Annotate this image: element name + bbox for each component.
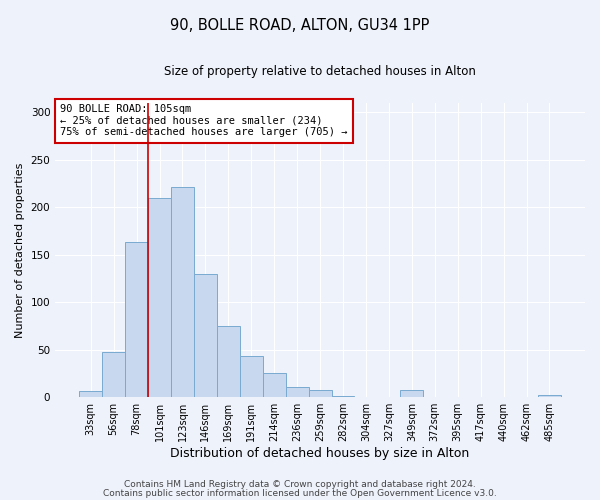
X-axis label: Distribution of detached houses by size in Alton: Distribution of detached houses by size …	[170, 447, 470, 460]
Text: 90, BOLLE ROAD, ALTON, GU34 1PP: 90, BOLLE ROAD, ALTON, GU34 1PP	[170, 18, 430, 32]
Title: Size of property relative to detached houses in Alton: Size of property relative to detached ho…	[164, 65, 476, 78]
Text: 90 BOLLE ROAD: 105sqm
← 25% of detached houses are smaller (234)
75% of semi-det: 90 BOLLE ROAD: 105sqm ← 25% of detached …	[61, 104, 348, 138]
Bar	[102, 352, 125, 397]
Bar	[79, 390, 102, 397]
Bar	[125, 242, 148, 397]
Bar	[308, 390, 332, 397]
Bar	[194, 274, 217, 397]
Bar	[538, 396, 561, 397]
Bar	[171, 188, 194, 397]
Text: Contains public sector information licensed under the Open Government Licence v3: Contains public sector information licen…	[103, 488, 497, 498]
Bar	[286, 387, 308, 397]
Bar	[148, 198, 171, 397]
Y-axis label: Number of detached properties: Number of detached properties	[15, 162, 25, 338]
Bar	[217, 326, 240, 397]
Bar	[332, 396, 355, 397]
Bar	[263, 374, 286, 397]
Bar	[400, 390, 423, 397]
Bar	[240, 356, 263, 397]
Text: Contains HM Land Registry data © Crown copyright and database right 2024.: Contains HM Land Registry data © Crown c…	[124, 480, 476, 489]
